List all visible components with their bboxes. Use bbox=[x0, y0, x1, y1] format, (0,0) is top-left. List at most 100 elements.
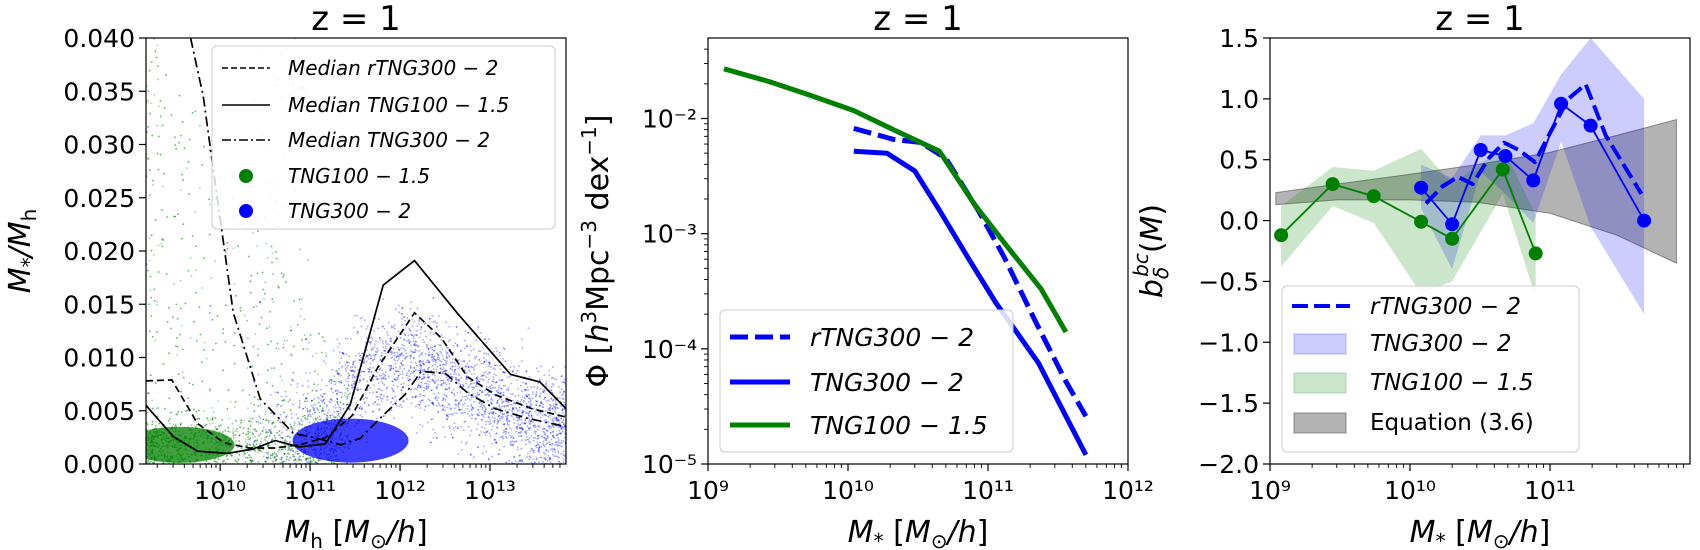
scatter-point-tng300 bbox=[412, 351, 414, 353]
scatter-point-tng300 bbox=[448, 325, 450, 328]
scatter-point-tng300 bbox=[465, 372, 468, 374]
scatter-point-tng300 bbox=[528, 421, 530, 423]
scatter-point-tng300 bbox=[493, 439, 496, 441]
scatter-point-tng300 bbox=[414, 342, 416, 345]
scatter-point-tng300 bbox=[290, 384, 292, 386]
scatter-point-tng300 bbox=[487, 391, 490, 394]
scatter-point-tng300 bbox=[489, 420, 492, 423]
scatter-point-tng100 bbox=[314, 403, 317, 405]
scatter-point-tng300 bbox=[447, 380, 450, 382]
scatter-point-tng300 bbox=[411, 416, 413, 419]
scatter-point-tng300 bbox=[520, 447, 523, 450]
scatter-point-tng100 bbox=[249, 420, 252, 423]
scatter-point-tng100 bbox=[265, 242, 267, 245]
scatter-point-tng300 bbox=[268, 434, 271, 437]
scatter-point-tng300 bbox=[487, 416, 490, 419]
scatter-point-tng300 bbox=[544, 413, 546, 416]
scatter-point-tng300 bbox=[435, 437, 438, 439]
scatter-point-tng100 bbox=[271, 422, 273, 425]
scatter-point-tng300 bbox=[363, 319, 366, 322]
scatter-point-tng300 bbox=[437, 397, 440, 399]
scatter-point-tng300 bbox=[291, 417, 293, 419]
scatter-point-tng300 bbox=[359, 354, 362, 357]
scatter-point-tng300 bbox=[453, 392, 456, 395]
scatter-point-tng300 bbox=[455, 412, 458, 415]
scatter-point-tng300 bbox=[545, 380, 548, 383]
scatter-point-tng300 bbox=[450, 392, 453, 394]
scatter-point-tng300 bbox=[394, 308, 397, 311]
scatter-point-tng300 bbox=[559, 442, 562, 444]
scatter-point-tng100 bbox=[147, 126, 150, 128]
scatter-point-tng300 bbox=[272, 301, 275, 304]
scatter-point-tng100 bbox=[208, 233, 211, 236]
scatter-point-tng300 bbox=[470, 403, 473, 406]
scatter-point-tng300 bbox=[435, 326, 438, 328]
scatter-point-tng300 bbox=[382, 373, 384, 375]
scatter-point-tng100 bbox=[147, 90, 150, 92]
scatter-point-tng300 bbox=[543, 427, 546, 430]
scatter-point-tng300 bbox=[530, 461, 533, 464]
scatter-point-tng300 bbox=[556, 396, 559, 399]
scatter-point-tng100 bbox=[215, 342, 217, 345]
scatter-point-tng300 bbox=[535, 404, 537, 407]
scatter-point-tng100 bbox=[151, 399, 154, 402]
scatter-point-tng300 bbox=[374, 353, 377, 356]
scatter-point-tng300 bbox=[459, 391, 462, 393]
scatter-point-tng300 bbox=[476, 378, 479, 381]
scatter-point-tng100 bbox=[198, 306, 201, 309]
scatter-point-tng300 bbox=[518, 431, 520, 434]
scatter-point-tng300 bbox=[435, 437, 438, 439]
scatter-point-tng300 bbox=[421, 425, 424, 427]
scatter-point-tng100 bbox=[265, 451, 268, 454]
scatter-point-tng300 bbox=[337, 372, 339, 375]
scatter-point-tng300 bbox=[535, 430, 537, 433]
scatter-point-tng300 bbox=[267, 453, 270, 456]
scatter-point-tng300 bbox=[409, 333, 412, 336]
scatter-point-tng300 bbox=[379, 396, 382, 399]
scatter-point-tng300 bbox=[521, 390, 523, 393]
scatter-point-tng300 bbox=[374, 375, 377, 378]
scatter-point-tng300 bbox=[539, 412, 542, 415]
scatter-point-tng300 bbox=[415, 344, 418, 346]
scatter-point-tng300 bbox=[430, 389, 433, 392]
scatter-point-tng300 bbox=[557, 444, 560, 447]
scatter-point-tng100 bbox=[172, 423, 175, 426]
scatter-point-tng300 bbox=[373, 384, 375, 387]
scatter-point-tng300 bbox=[419, 386, 422, 388]
scatter-point-tng300 bbox=[504, 348, 506, 351]
scatter-point-tng300 bbox=[466, 345, 468, 348]
scatter-point-tng300 bbox=[431, 353, 433, 356]
scatter-point-tng300 bbox=[325, 405, 328, 408]
scatter-point-tng300 bbox=[552, 398, 555, 401]
scatter-point-tng300 bbox=[414, 387, 416, 390]
scatter-point-tng300 bbox=[488, 423, 491, 426]
scatter-point-tng100 bbox=[270, 340, 272, 343]
scatter-point-tng100 bbox=[150, 36, 152, 38]
scatter-point-tng300 bbox=[502, 394, 505, 396]
scatter-point-tng300 bbox=[402, 386, 405, 388]
scatter-point-tng100 bbox=[203, 257, 206, 259]
scatter-point-tng300 bbox=[344, 364, 347, 366]
scatter-point-tng300 bbox=[369, 386, 371, 389]
scatter-point-tng300 bbox=[441, 399, 444, 402]
scatter-point-tng300 bbox=[441, 348, 443, 351]
scatter-point-tng100 bbox=[255, 443, 258, 446]
scatter-point-tng300 bbox=[442, 371, 445, 373]
scatter-point-tng100 bbox=[194, 110, 197, 113]
scatter-point-tng300 bbox=[511, 461, 513, 464]
scatter-point-tng300 bbox=[506, 419, 508, 422]
scatter-point-tng100 bbox=[154, 382, 157, 384]
scatter-point-tng300 bbox=[386, 395, 389, 398]
scatter-point-tng300 bbox=[534, 444, 537, 447]
scatter-point-tng300 bbox=[521, 428, 524, 430]
scatter-point-tng300 bbox=[449, 408, 452, 410]
scatter-point-tng300 bbox=[279, 375, 282, 378]
scatter-point-tng300 bbox=[518, 427, 521, 429]
scatter-point-tng100 bbox=[235, 460, 238, 463]
scatter-point-tng300 bbox=[408, 379, 410, 382]
scatter-point-tng300 bbox=[415, 364, 418, 367]
scatter-point-tng300 bbox=[382, 376, 385, 379]
scatter-point-tng100 bbox=[181, 411, 183, 413]
scatter-density-core-tng300 bbox=[292, 418, 409, 463]
scatter-point-tng100 bbox=[146, 23, 148, 25]
